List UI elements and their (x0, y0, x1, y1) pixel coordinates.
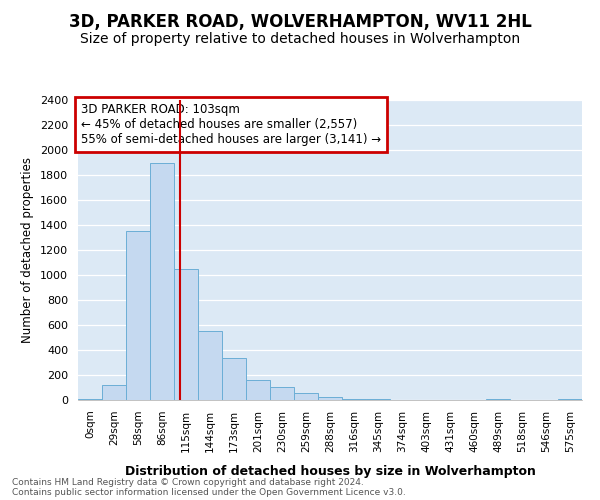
Bar (246, 380, 270, 400)
Y-axis label: Number of detached properties: Number of detached properties (22, 157, 34, 343)
Bar (318, 396, 342, 400)
Bar (558, 398, 582, 400)
Text: Contains public sector information licensed under the Open Government Licence v3: Contains public sector information licen… (12, 488, 406, 497)
Bar (270, 387, 294, 400)
Bar (78, 399, 102, 400)
Bar (222, 358, 246, 400)
Text: Distribution of detached houses by size in Wolverhampton: Distribution of detached houses by size … (125, 464, 535, 477)
Text: Contains HM Land Registry data © Crown copyright and database right 2024.: Contains HM Land Registry data © Crown c… (12, 478, 364, 487)
Bar (150, 162, 174, 400)
Bar (486, 399, 510, 400)
Bar (174, 269, 198, 400)
Bar (342, 398, 366, 400)
Text: 3D, PARKER ROAD, WOLVERHAMPTON, WV11 2HL: 3D, PARKER ROAD, WOLVERHAMPTON, WV11 2HL (68, 12, 532, 30)
Bar (198, 331, 222, 400)
Bar (126, 231, 150, 400)
Text: Size of property relative to detached houses in Wolverhampton: Size of property relative to detached ho… (80, 32, 520, 46)
Text: 3D PARKER ROAD: 103sqm
← 45% of detached houses are smaller (2,557)
55% of semi-: 3D PARKER ROAD: 103sqm ← 45% of detached… (80, 103, 380, 146)
Bar (366, 399, 390, 400)
Bar (294, 392, 318, 400)
Bar (102, 385, 126, 400)
